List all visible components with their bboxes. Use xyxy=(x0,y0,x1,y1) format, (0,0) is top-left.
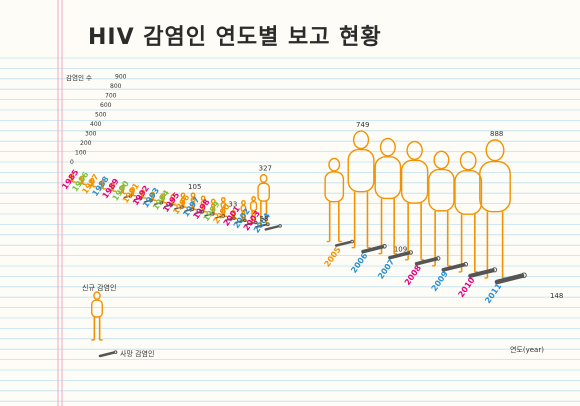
year-label: 2007 xyxy=(376,257,396,280)
y-tick-label: 0 xyxy=(70,159,74,166)
new-infection-figure xyxy=(108,182,117,192)
new-infection-figure xyxy=(428,150,455,267)
value-label: 58 xyxy=(260,215,269,223)
legend-death-figure xyxy=(98,350,118,358)
y-axis-label: 감염인 수 xyxy=(66,73,92,82)
year-label: 2006 xyxy=(349,251,369,275)
new-infection-figure xyxy=(400,140,429,261)
death-figure xyxy=(204,212,215,217)
new-infection-figure xyxy=(179,192,187,208)
death-figure xyxy=(194,209,205,215)
death-figure xyxy=(123,194,133,199)
y-tick-label: 800 xyxy=(110,83,122,90)
death-figure xyxy=(184,207,195,212)
value-label: 33 xyxy=(228,201,237,209)
death-figure xyxy=(334,239,354,247)
death-figure xyxy=(143,198,153,203)
year-label: 2005 xyxy=(323,245,343,269)
legend-death-label: 사망 감염인 xyxy=(120,349,154,358)
death-figure xyxy=(414,256,441,266)
value-label: 749 xyxy=(356,121,369,129)
death-figure xyxy=(361,243,387,254)
y-tick-label: 200 xyxy=(80,140,92,147)
death-figure xyxy=(174,205,184,210)
death-figures xyxy=(123,194,527,285)
death-figure xyxy=(234,218,247,224)
y-tick-label: 400 xyxy=(90,121,102,128)
y-tick-label: 100 xyxy=(75,150,87,157)
death-figure xyxy=(254,222,270,229)
new-infection-figure xyxy=(479,139,511,279)
death-figure xyxy=(224,216,236,222)
new-infection-figure xyxy=(138,189,147,199)
year-labels: 1985198619871988198919901991199219931994… xyxy=(60,167,503,305)
death-figure xyxy=(244,220,258,226)
new-infection-figure xyxy=(374,137,402,255)
new-infection-figure xyxy=(88,177,96,188)
death-figure xyxy=(153,200,164,206)
value-labels: 105 33 327 58 749 109 888 148 xyxy=(188,121,563,300)
value-label: 327 xyxy=(259,165,272,173)
death-figure xyxy=(494,272,527,285)
new-infection-figure xyxy=(118,184,127,195)
y-tick-label: 300 xyxy=(85,131,97,138)
death-figure xyxy=(164,203,174,208)
value-label: 148 xyxy=(550,292,563,300)
death-figure xyxy=(214,214,226,219)
value-label: 109 xyxy=(394,246,407,254)
new-infection-figure xyxy=(78,175,86,185)
new-infection-figure xyxy=(454,150,483,273)
y-tick-label: 600 xyxy=(100,102,112,109)
new-infection-figure xyxy=(219,196,228,218)
death-figure xyxy=(133,196,143,201)
new-infection-figure xyxy=(347,130,375,249)
x-axis-label: 연도(year) xyxy=(510,346,544,354)
new-infection-figure xyxy=(98,180,107,190)
new-infection-figure xyxy=(324,157,345,243)
y-tick-label: 500 xyxy=(95,112,107,119)
death-figure xyxy=(468,267,498,278)
legend-new-label: 신규 감염인 xyxy=(82,283,116,292)
death-figure xyxy=(264,224,282,231)
year-label: 2011 xyxy=(483,281,503,305)
value-label: 105 xyxy=(188,183,201,191)
year-label: 2008 xyxy=(403,263,423,287)
y-tick-label: 700 xyxy=(105,93,117,100)
value-label: 888 xyxy=(490,130,503,138)
death-figure xyxy=(388,250,413,260)
death-figure xyxy=(441,261,469,272)
new-infection-figure xyxy=(68,173,76,183)
legend-new-figure xyxy=(91,291,103,341)
year-label: 2009 xyxy=(430,269,450,293)
chart-title: HIV 감염인 연도별 보고 현황 xyxy=(88,25,382,50)
y-tick-label: 900 xyxy=(115,74,127,81)
